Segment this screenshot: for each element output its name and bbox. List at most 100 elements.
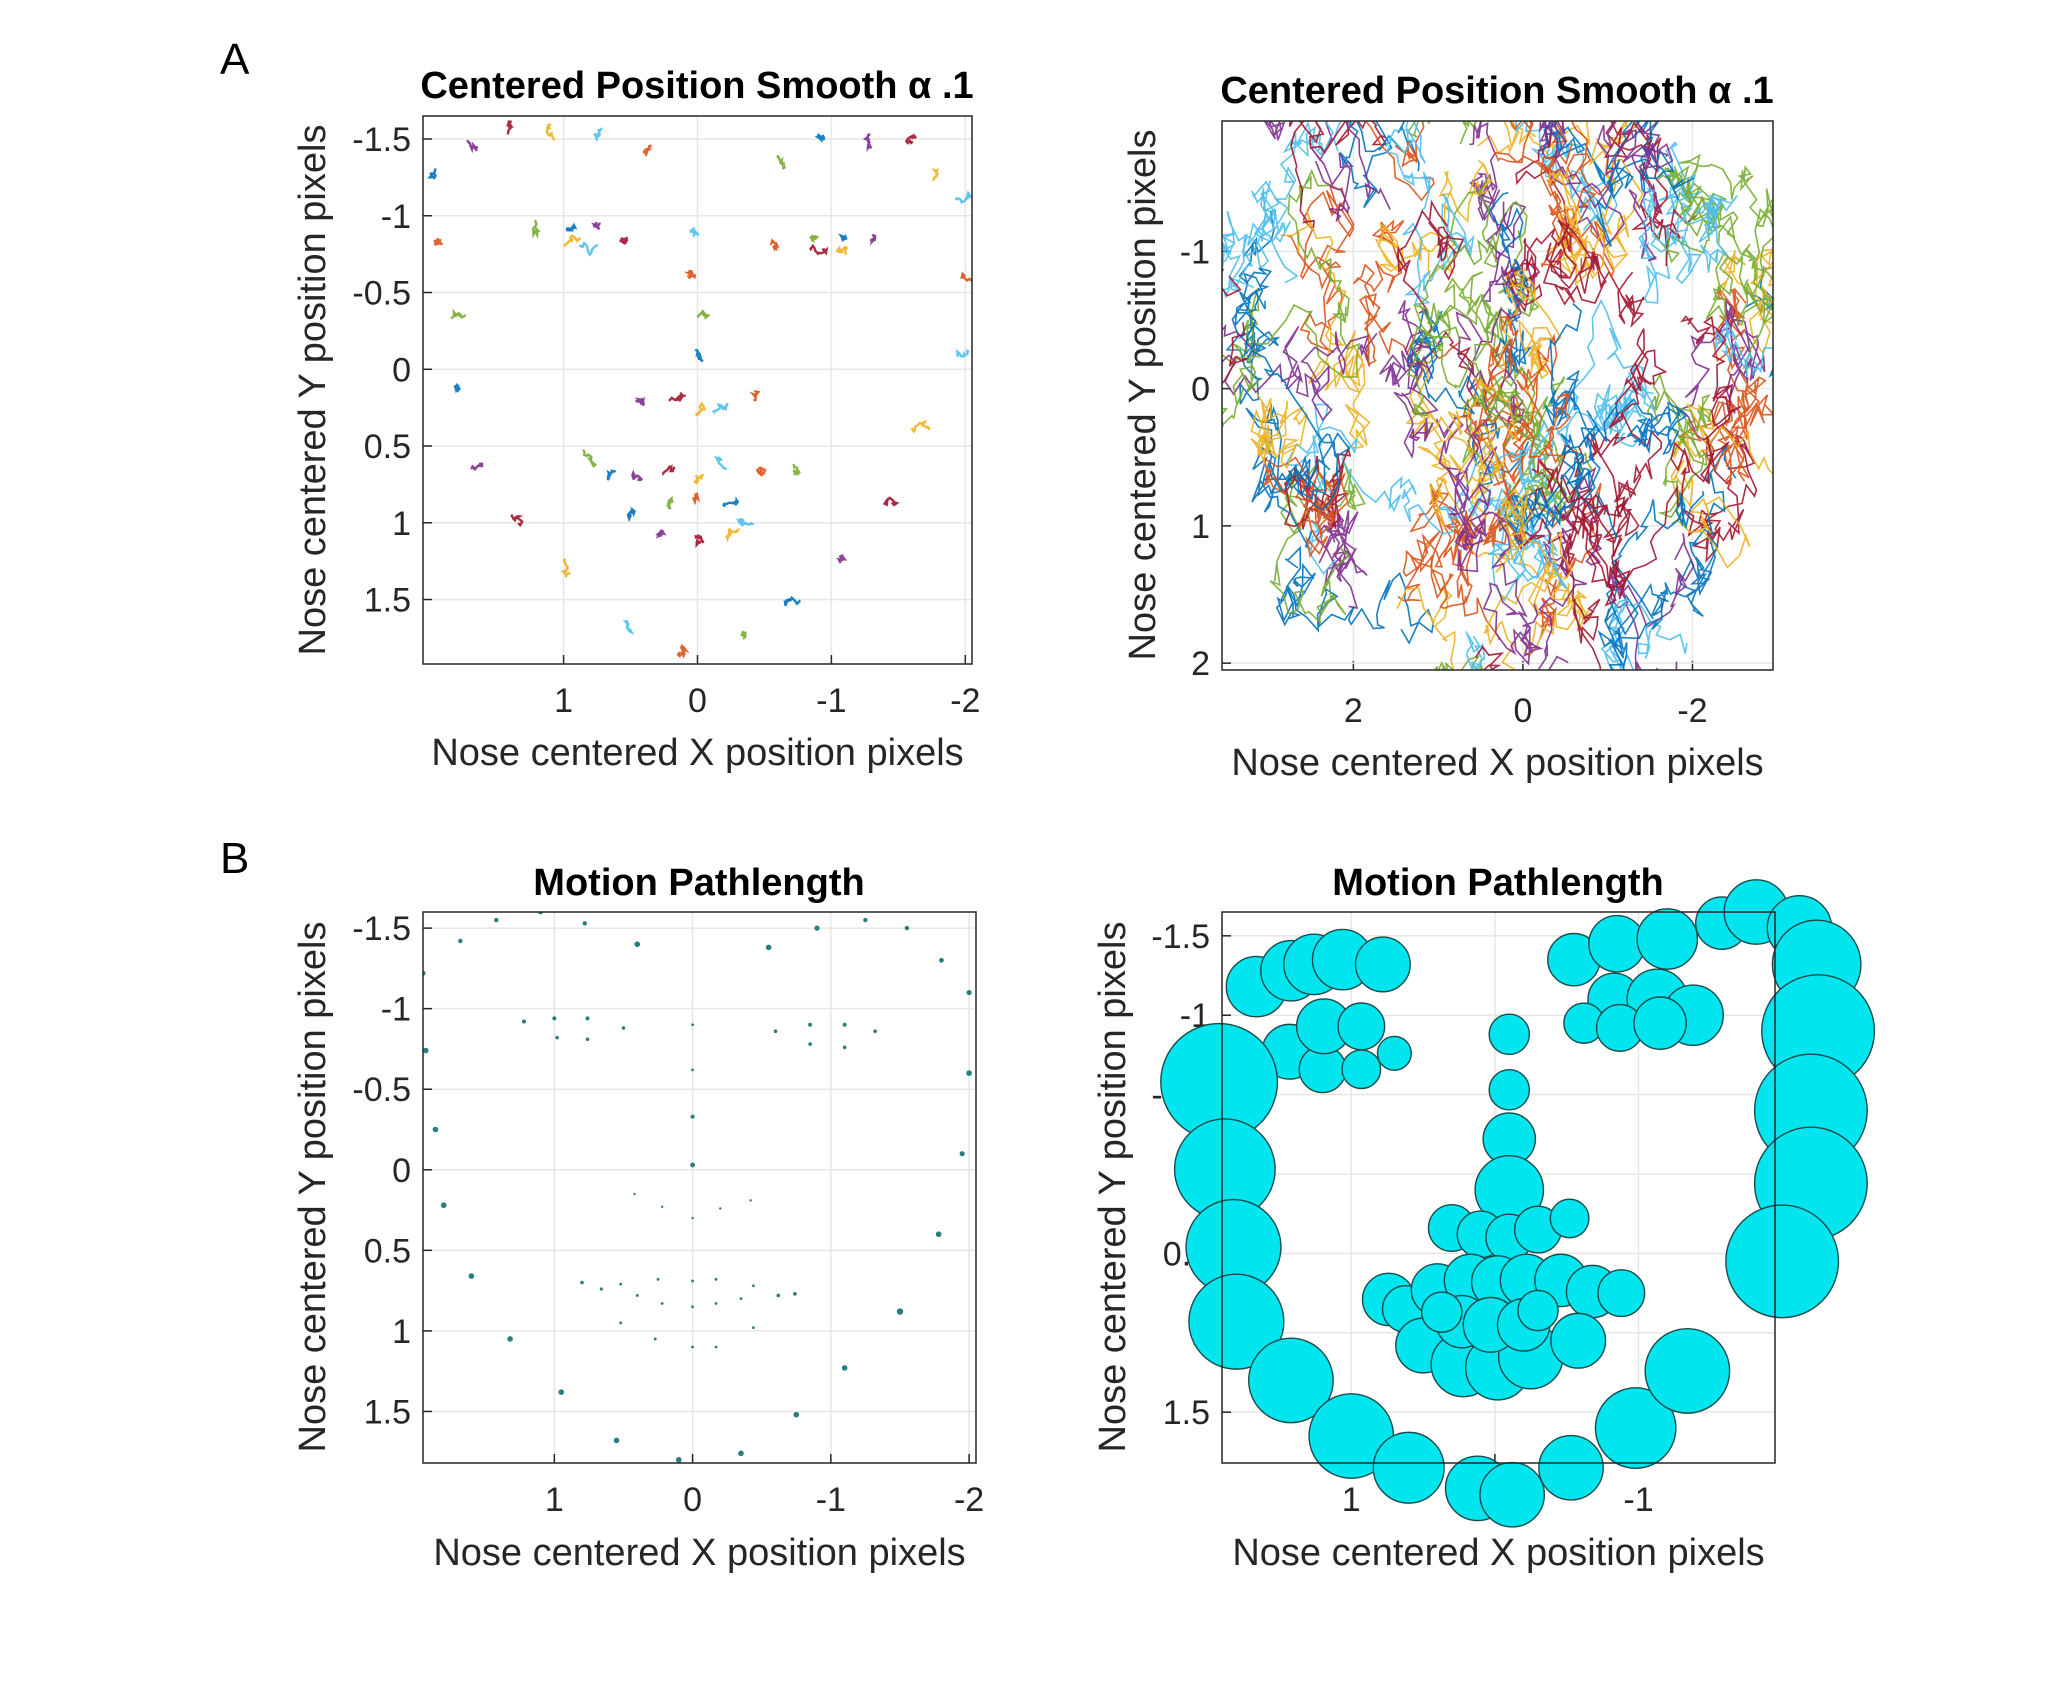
chart-b-left: 1 0 -1 -2 -1.5 -1 -0.5 0 0.5 1 1.5 Motion Pathlengt…: [292, 862, 984, 1574]
motion-trace: [1646, 372, 1712, 529]
motion-trace: [694, 348, 704, 363]
pathlength-dot: [653, 1337, 657, 1341]
motion-trace: [619, 236, 629, 246]
motion-trace: [622, 619, 635, 635]
motion-trace: [749, 389, 761, 402]
pathlength-dot: [842, 1022, 847, 1027]
motion-trace: [1620, 315, 1742, 588]
pathlength-dot: [690, 1162, 695, 1168]
motion-trace: [1469, 418, 1544, 666]
x-tick-label: 2: [1344, 692, 1363, 730]
pathlength-dot: [552, 1016, 557, 1021]
pathlength-dot: [613, 1437, 620, 1444]
motion-trace: [1406, 271, 1495, 418]
plot-content: [1222, 121, 1773, 670]
y-tick-label: 1.5: [364, 582, 411, 620]
motion-trace: [1396, 587, 1456, 670]
chart-a-left: 1 0 -1 -2 -1.5 -1 -0.5 0 0.5 1 1.5 Centered Positio…: [292, 65, 980, 774]
y-tick-label: -1.5: [1151, 918, 1210, 956]
motion-trace: [1222, 288, 1262, 429]
x-axis-label: Nose centered X position pixels: [1232, 1532, 1764, 1574]
pathlength-dot: [873, 1029, 877, 1034]
pathlength-dot: [714, 1302, 718, 1305]
pathlength-dot: [691, 1023, 694, 1027]
motion-trace: [814, 132, 826, 144]
pathlength-bubble: [1488, 1069, 1531, 1111]
motion-trace: [1352, 219, 1462, 366]
pathlength-dot: [863, 917, 868, 923]
motion-trace: [689, 226, 700, 239]
motion-trace: [1603, 328, 1667, 518]
y-tick-label: 1.5: [364, 1393, 411, 1431]
motion-trace: [1597, 490, 1705, 670]
motion-trace: [642, 144, 653, 158]
x-tick-label: -2: [950, 682, 980, 720]
y-tick-label: 0: [392, 351, 411, 389]
pathlength-dot: [749, 1199, 752, 1202]
motion-trace: [755, 466, 767, 477]
y-tick-label: -0.5: [352, 1071, 411, 1109]
motion-trace: [1714, 319, 1773, 378]
pathlength-bubble: [1538, 1434, 1604, 1501]
y-tick-label: -1.5: [352, 910, 411, 948]
motion-trace: [725, 527, 741, 543]
motion-trace: [1588, 121, 1644, 271]
pathlength-bubble: [1636, 908, 1699, 970]
motion-trace: [910, 419, 931, 434]
pathlength-bubble: [1725, 1204, 1840, 1319]
motion-trace: [959, 271, 972, 283]
pathlength-dot: [582, 921, 587, 926]
motion-trace: [1680, 433, 1758, 563]
motion-trace: [1657, 164, 1773, 370]
motion-trace: [1546, 168, 1605, 286]
pathlength-dot: [714, 1345, 718, 1349]
pathlength-dot: [468, 1273, 475, 1279]
motion-trace: [626, 506, 636, 523]
x-tick-label: -2: [1677, 692, 1707, 730]
x-tick-label: -1: [816, 1481, 846, 1519]
pathlength-dot: [633, 1192, 636, 1196]
x-tick-label: -1: [1623, 1481, 1653, 1519]
pathlength-dot: [959, 1151, 965, 1157]
axes-box: [422, 115, 973, 665]
motion-trace: [666, 495, 674, 510]
pathlength-dot: [691, 1305, 694, 1309]
motion-trace: [631, 469, 644, 482]
pathlength-dot: [773, 1029, 778, 1034]
motion-trace: [1493, 121, 1615, 196]
pathlength-bubble: [1354, 936, 1411, 993]
pathlength-dot: [691, 1279, 694, 1283]
motion-trace: [531, 219, 541, 240]
pathlength-dot: [634, 941, 641, 948]
motion-trace: [1638, 187, 1739, 273]
motion-trace: [869, 233, 877, 246]
motion-trace: [808, 234, 820, 243]
y-tick-label: 0.5: [364, 428, 411, 466]
x-tick-label: 1: [1342, 1481, 1361, 1519]
pathlength-bubble: [1597, 1269, 1646, 1318]
pathlength-dot: [939, 957, 944, 963]
motion-trace: [691, 491, 700, 506]
pathlength-dot: [555, 1035, 559, 1040]
pathlength-dot: [635, 1294, 639, 1297]
y-tick-label: 2: [1191, 645, 1210, 683]
motion-trace: [904, 133, 917, 145]
pathlength-dot: [752, 1326, 755, 1330]
pathlength-bubble: [1372, 1431, 1445, 1504]
motion-trace: [1482, 332, 1558, 547]
y-tick-label: 1: [392, 1313, 411, 1351]
pathlength-bubble: [1376, 1035, 1412, 1071]
pathlength-dot: [660, 1205, 664, 1209]
pathlength-dot: [691, 1345, 694, 1349]
pathlength-dot: [675, 1456, 682, 1463]
pathlength-bubble: [1248, 1337, 1334, 1424]
motion-trace: [1640, 141, 1703, 304]
chart-title: Centered Position Smooth α .1: [420, 65, 973, 107]
motion-trace: [1374, 159, 1493, 279]
pathlength-bubble: [1420, 1291, 1463, 1333]
x-tick-label: -2: [954, 1481, 984, 1519]
motion-trace: [1712, 285, 1767, 429]
motion-trace: [450, 308, 467, 320]
motion-trace: [1275, 545, 1435, 645]
